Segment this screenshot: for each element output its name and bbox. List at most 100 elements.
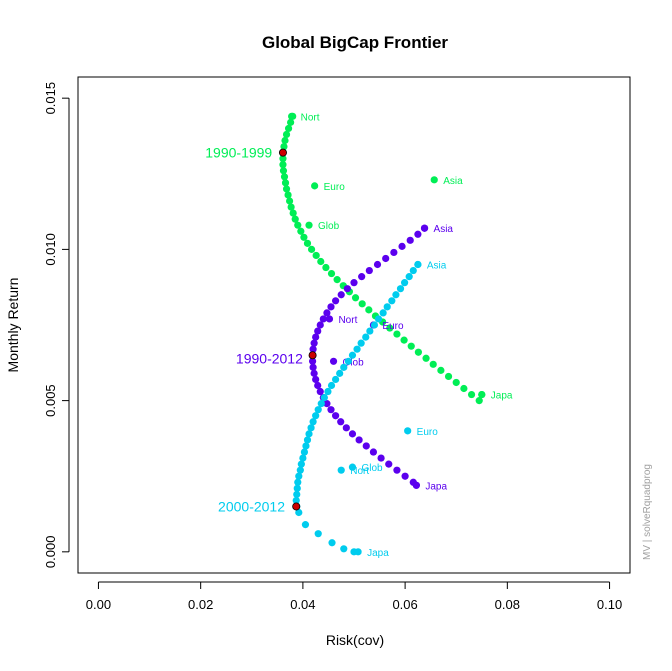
asset-label: Asia [434, 224, 454, 235]
asset-point [354, 548, 362, 556]
frontier-point [343, 285, 351, 293]
frontier-point [280, 142, 288, 151]
frontier-point [305, 430, 313, 438]
frontier-point [388, 297, 396, 305]
frontier-point [287, 203, 295, 211]
frontier-point [351, 294, 360, 302]
frontier-point [467, 390, 476, 399]
frontier-point [317, 257, 325, 266]
chart-title: Global BigCap Frontier [262, 33, 448, 52]
y-tick-label: 0.000 [43, 536, 58, 569]
asset-point [414, 260, 422, 269]
frontier-point [344, 357, 352, 365]
frontier-point [300, 448, 309, 456]
frontier-point [314, 381, 322, 390]
frontier-point [319, 315, 327, 323]
frontier-point [296, 466, 304, 474]
frontier-point [340, 545, 348, 553]
y-axis: 0.000 0.005 0.010 0.015 [43, 82, 70, 569]
frontier-point [309, 363, 317, 371]
frontier-point [316, 387, 324, 396]
frontier-point [355, 436, 363, 444]
frontier-point [327, 303, 335, 311]
asset-label: Euro [324, 182, 346, 193]
frontier-point [382, 254, 390, 263]
frontier-point [350, 279, 358, 287]
frontier-point [392, 291, 400, 299]
frontier-point [299, 454, 307, 462]
frontier-point [302, 442, 310, 450]
frontier-point [297, 460, 305, 468]
asset-point [325, 315, 334, 323]
frontier-point [332, 412, 340, 420]
frontier-point [337, 291, 345, 299]
frontier-point [310, 339, 318, 347]
plot-frame [77, 76, 631, 574]
frontier-point [279, 167, 288, 175]
asset-label: Glob [343, 357, 365, 368]
frontier-point [358, 300, 366, 308]
frontier-point [300, 233, 308, 241]
asset-point [348, 463, 357, 471]
frontier-point [362, 442, 370, 450]
x-tick-label: 0.02 [188, 597, 213, 612]
x-tick-label: 0.00 [86, 597, 111, 612]
x-axis: 0.00 0.02 0.04 0.06 0.08 0.10 [86, 581, 622, 612]
frontier-point [295, 508, 303, 517]
frontier-point [405, 273, 413, 281]
x-tick-label: 0.04 [290, 597, 315, 612]
frontier-point [333, 276, 341, 284]
x-axis-title: Risk(cov) [326, 632, 384, 648]
frontier-point [292, 496, 300, 505]
frontier-point [312, 375, 320, 384]
frontier-point [310, 369, 318, 377]
series-layer: Nort Euro Asia Glob Japa 1990-1999 Asia Nort Eur… [205, 112, 513, 559]
asset-point [404, 427, 412, 435]
frontier-point [373, 260, 382, 269]
frontier-point [377, 454, 385, 462]
y-tick-label: 0.015 [43, 82, 58, 115]
frontier-point [401, 279, 409, 287]
frontier-point [386, 324, 394, 332]
frontier-point [291, 215, 299, 223]
asset-point [337, 466, 345, 474]
x-tick-label: 0.08 [495, 597, 520, 612]
frontier-point [317, 400, 325, 408]
frontier-point [281, 136, 289, 145]
frontier-point [332, 297, 340, 305]
asset-label: Nort [350, 466, 369, 477]
frontier-point [314, 530, 322, 538]
frontier-point [340, 363, 348, 371]
frontier-point [365, 306, 373, 314]
frontier-point [297, 227, 305, 235]
frontier-point [400, 336, 408, 344]
frontier-point [452, 378, 460, 387]
frontier-point [369, 448, 378, 456]
asset-label: Euro [417, 427, 439, 438]
frontier-point [383, 303, 391, 311]
frontier-point [324, 387, 332, 396]
period-label: 1990-1999 [205, 145, 272, 161]
asset-point [288, 112, 296, 120]
frontier-point [309, 357, 317, 365]
frontier-point [295, 472, 303, 480]
frontier-point [444, 372, 453, 381]
frontier-point [358, 273, 366, 281]
frontier-point [284, 124, 293, 133]
asset-point [329, 357, 338, 365]
frontier-point [286, 197, 294, 205]
frontier-point [307, 424, 315, 432]
frontier-point [287, 118, 295, 126]
frontier-point [407, 342, 415, 350]
frontier-point [460, 384, 468, 393]
frontier-point [475, 397, 483, 405]
asset-point [478, 390, 486, 399]
frontier-point [312, 412, 320, 420]
frontier-point [309, 345, 317, 353]
y-tick-label: 0.005 [43, 384, 58, 417]
frontier-point [293, 484, 301, 492]
period-label: 2000-2012 [218, 498, 285, 514]
frontier-point [284, 191, 292, 199]
frontier-point [320, 393, 328, 402]
